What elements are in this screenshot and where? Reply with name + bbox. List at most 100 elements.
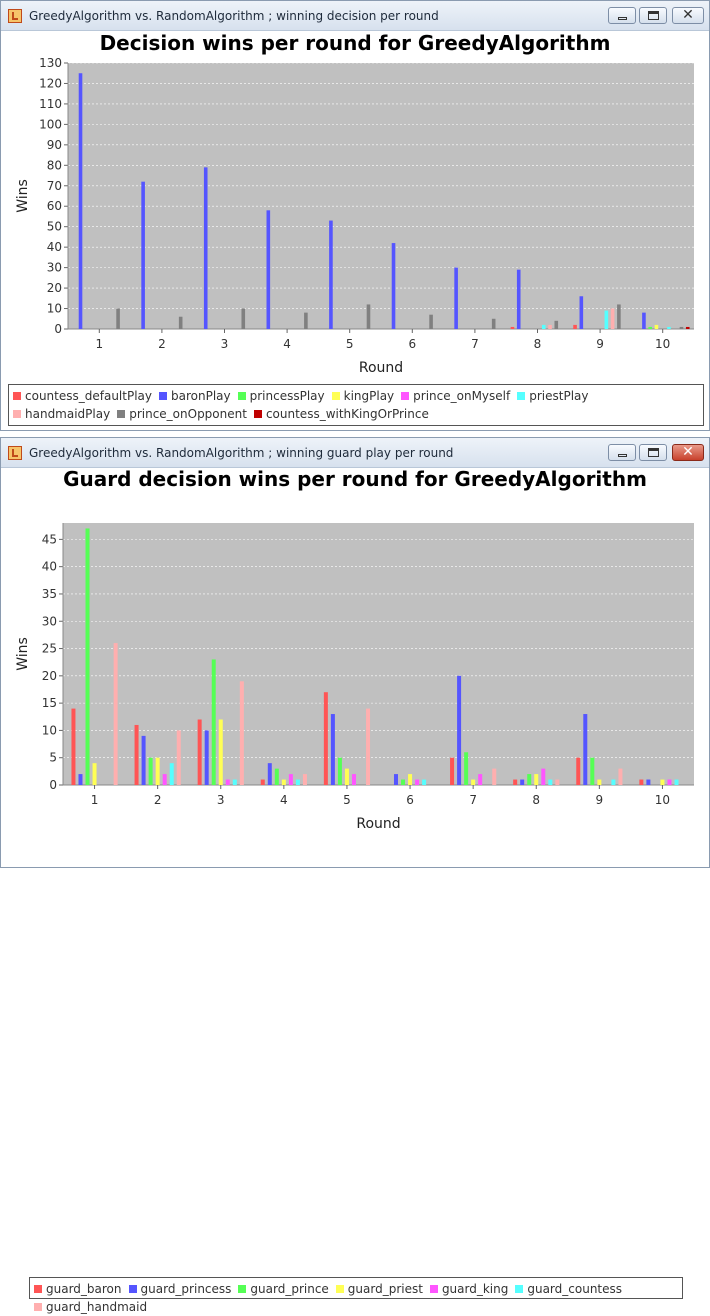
legend-label: countess_defaultPlay	[25, 389, 152, 403]
bar-guard-countess	[169, 763, 174, 785]
bar-guard-prince	[274, 768, 279, 785]
y-tick-label: 10	[42, 723, 57, 737]
legend-label: guard_priest	[347, 1282, 423, 1296]
legend-label: prince_onOpponent	[129, 407, 247, 421]
bar-guard-baron	[639, 779, 644, 785]
legend-item: princessPlay	[237, 387, 325, 405]
x-tick-label: 4	[280, 793, 288, 807]
bar-guard-countess	[674, 779, 679, 785]
bar-guard-handmaid	[366, 708, 371, 785]
x-tick-label: 2	[154, 793, 162, 807]
minimize-button[interactable]	[608, 7, 636, 24]
legend-swatch	[238, 1285, 247, 1293]
bar-guard-princess	[646, 779, 651, 785]
bar-guard-handmaid	[492, 768, 497, 785]
maximize-button[interactable]	[639, 444, 667, 461]
bar-prince-onopponent	[178, 316, 183, 329]
x-tick-label: 5	[343, 793, 351, 807]
window-title: GreedyAlgorithm vs. RandomAlgorithm ; wi…	[29, 446, 454, 460]
bar-guard-princess	[393, 774, 398, 785]
bar-guard-princess	[204, 730, 209, 785]
bar-guard-princess	[520, 779, 525, 785]
close-button[interactable]: ✕	[672, 7, 704, 24]
legend-item: priestPlay	[517, 387, 588, 405]
x-tick-label: 9	[596, 793, 604, 807]
bar-guard-priest	[471, 779, 476, 785]
bar-baronplay	[203, 167, 208, 329]
plot-area	[63, 523, 694, 785]
bar-prince-onopponent	[429, 314, 433, 329]
x-axis-label: Round	[359, 360, 403, 376]
x-tick-label: 1	[91, 793, 99, 807]
bar-guard-prince	[337, 757, 342, 785]
bar-guard-priest	[344, 768, 349, 785]
close-button[interactable]: ✕	[672, 444, 704, 461]
y-tick-label: 60	[47, 199, 62, 213]
legend-swatch	[429, 1285, 438, 1293]
bar-countess-defaultplay	[573, 324, 577, 329]
legend-item: guard_baron	[34, 1280, 122, 1298]
bar-guard-princess	[330, 714, 335, 785]
bar-guard-princess	[267, 763, 272, 785]
minimize-button[interactable]	[608, 444, 636, 461]
maximize-button[interactable]	[639, 7, 667, 24]
bar-guard-handmaid	[302, 774, 307, 785]
legend-label: countess_withKingOrPrince	[265, 407, 429, 421]
legend-swatch	[117, 410, 126, 418]
chart-legend: countess_defaultPlay baronPlay princessPla…	[8, 384, 704, 426]
x-tick-label: 3	[221, 337, 229, 351]
legend-swatch	[34, 1285, 42, 1293]
y-tick-label: 25	[42, 642, 57, 656]
y-tick-label: 10	[47, 302, 62, 316]
y-tick-label: 0	[54, 322, 62, 336]
y-tick-label: 0	[49, 778, 57, 792]
legend-label: priestPlay	[529, 389, 589, 403]
bar-guard-prince	[527, 774, 532, 785]
bar-handmaidplay	[610, 308, 615, 329]
y-tick-label: 100	[39, 117, 62, 131]
java-app-icon	[8, 446, 22, 460]
legend-label: guard_countess	[527, 1282, 623, 1296]
bar-guard-princess	[457, 675, 462, 785]
bar-guard-prince	[401, 779, 406, 785]
y-axis-label: Wins	[15, 179, 31, 213]
legend-swatch	[335, 1285, 344, 1293]
y-tick-label: 15	[42, 696, 57, 710]
bar-guard-priest	[660, 779, 665, 785]
legend-swatch	[401, 392, 410, 400]
bar-guard-countess	[611, 779, 616, 785]
x-tick-label: 8	[532, 793, 540, 807]
y-tick-label: 40	[47, 240, 62, 254]
y-tick-label: 45	[42, 532, 57, 546]
bar-guard-baron	[450, 757, 455, 785]
bar-priestplay	[541, 324, 546, 329]
bar-guard-king	[288, 774, 293, 785]
bar-guard-king	[351, 774, 356, 785]
bar-guard-priest	[408, 774, 413, 785]
legend-item: guard_princess	[128, 1280, 231, 1298]
y-tick-label: 110	[39, 97, 62, 111]
close-icon: ✕	[682, 7, 694, 23]
bar-baronplay	[391, 243, 396, 329]
y-axis-label: Wins	[15, 637, 31, 671]
bar-guard-king	[225, 779, 230, 785]
x-axis-label: Round	[356, 816, 400, 832]
bar-guard-handmaid	[555, 779, 560, 785]
window-titlebar[interactable]: GreedyAlgorithm vs. RandomAlgorithm ; wi…	[1, 438, 709, 468]
plot-area	[68, 63, 694, 329]
decision-chart-window: GreedyAlgorithm vs. RandomAlgorithm ; wi…	[0, 0, 710, 431]
window-titlebar[interactable]: GreedyAlgorithm vs. RandomAlgorithm ; wi…	[1, 1, 709, 31]
legend-item: guard_handmaid	[34, 1298, 147, 1316]
legend-item: guard_prince	[238, 1280, 329, 1298]
legend-item: prince_onOpponent	[117, 405, 247, 423]
bar-guard-handmaid	[113, 643, 118, 785]
bar-guard-baron	[513, 779, 518, 785]
bar-guard-king	[478, 774, 483, 785]
legend-swatch	[128, 1285, 137, 1293]
decision-wins-chart: Decision wins per round for GreedyAlgori…	[15, 31, 694, 376]
legend-label: prince_onMyself	[413, 389, 511, 403]
x-tick-label: 4	[283, 337, 291, 351]
java-app-icon	[8, 9, 22, 23]
legend-label: guard_king	[441, 1282, 509, 1296]
bar-kingplay	[654, 324, 659, 329]
